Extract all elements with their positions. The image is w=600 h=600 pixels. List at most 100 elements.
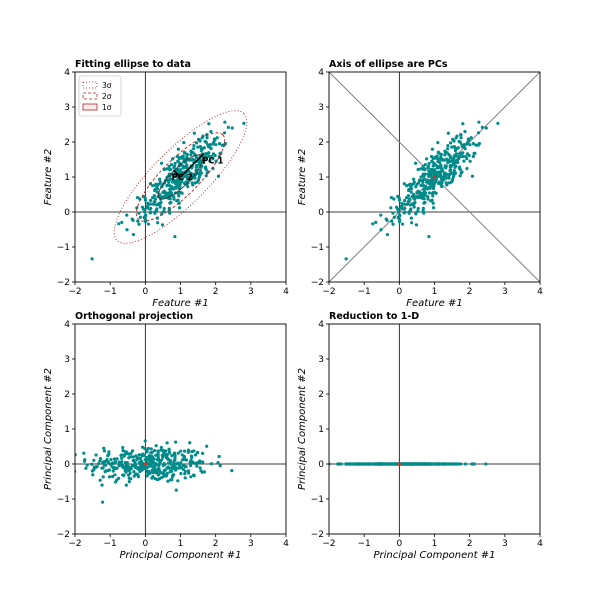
y-tick-label: 1 [318,425,324,435]
data-point [414,185,418,189]
data-point [421,196,425,200]
data-point [172,462,176,466]
plot-area [329,72,540,282]
data-point [181,164,185,168]
data-point [426,164,431,168]
data-point [450,145,454,149]
data-point [90,257,94,261]
data-point [468,143,472,147]
data-point [217,142,222,146]
data-point [168,167,172,172]
data-point [403,210,407,214]
data-point [188,172,193,176]
data-point [472,151,476,155]
y-axis-label: Feature #2 [297,149,308,205]
y-tick-label: −2 [311,530,324,540]
data-point [207,154,211,159]
data-point [154,208,159,212]
x-tick-label: 1 [178,539,184,549]
data-point [135,206,139,210]
data-point [431,164,435,168]
x-tick-label: −1 [358,539,371,549]
legend: 3σ 2σ 1σ [78,75,122,117]
data-point [436,141,440,145]
data-point [193,176,197,180]
data-point [175,199,179,203]
data-point [209,462,214,466]
data-point [416,462,420,466]
data-point [419,192,424,196]
data-point [431,194,435,198]
data-point [447,152,451,157]
data-point [371,222,375,226]
x-tick-label: 2 [213,287,219,297]
data-point [199,469,203,473]
data-point [371,462,375,466]
data-point [107,450,111,454]
data-point [131,459,135,463]
data-point [452,168,456,173]
data-point [407,188,411,192]
data-point [120,220,124,224]
x-tick-label: 0 [142,287,148,297]
data-point [445,462,449,466]
data-point [416,191,420,195]
data-point [367,462,372,466]
data-point [174,186,178,190]
data-point [90,469,94,473]
data-point [173,456,177,460]
panel-reduction-1d: Reduction to 1-D Principal Component #1 … [297,311,543,561]
y-axis-label: Principal Component #2 [43,368,54,490]
data-point [124,483,128,487]
data-point [417,195,421,199]
data-point [397,220,402,224]
legend-entry: 3σ [102,81,112,90]
data-point [106,453,110,458]
data-point [471,154,475,159]
data-point [215,136,219,140]
data-point [117,460,121,465]
data-point [375,462,380,466]
x-tick-label: 3 [502,287,508,297]
data-point [430,159,434,163]
data-point [474,143,478,147]
data-point [213,138,217,142]
data-point [191,183,195,187]
data-point [172,195,176,199]
data-point [189,475,193,479]
data-point [144,213,148,217]
data-point [400,462,405,466]
data-point [130,449,135,453]
data-point [203,139,207,143]
data-point [174,440,178,444]
data-point [191,460,195,464]
data-point [379,228,383,232]
data-point [160,223,165,227]
data-point [120,453,124,457]
data-point [165,167,169,171]
data-point [431,206,436,210]
x-tick-label: −2 [68,287,81,297]
data-point [167,447,171,451]
data-point [129,451,133,455]
legend-swatch [82,81,98,89]
y-tick-label: 3 [64,103,70,113]
data-point [193,461,197,466]
data-point [131,232,135,237]
data-point [128,471,132,475]
data-point [158,177,162,181]
data-point [102,463,106,467]
data-point [138,466,143,470]
y-tick-label: 4 [318,320,324,330]
data-point [220,143,224,147]
y-tick-label: 2 [64,138,70,148]
data-point [203,166,208,170]
plot-area [75,324,286,534]
data-point [149,202,153,206]
data-point [150,196,155,200]
data-point [202,470,207,474]
panel-axis-pcs: Axis of ellipse are PCs Feature #1 Featu… [297,59,543,309]
data-point [135,195,140,200]
pc2-label: PC 2 [172,173,193,183]
pc2-arrow [173,169,181,178]
